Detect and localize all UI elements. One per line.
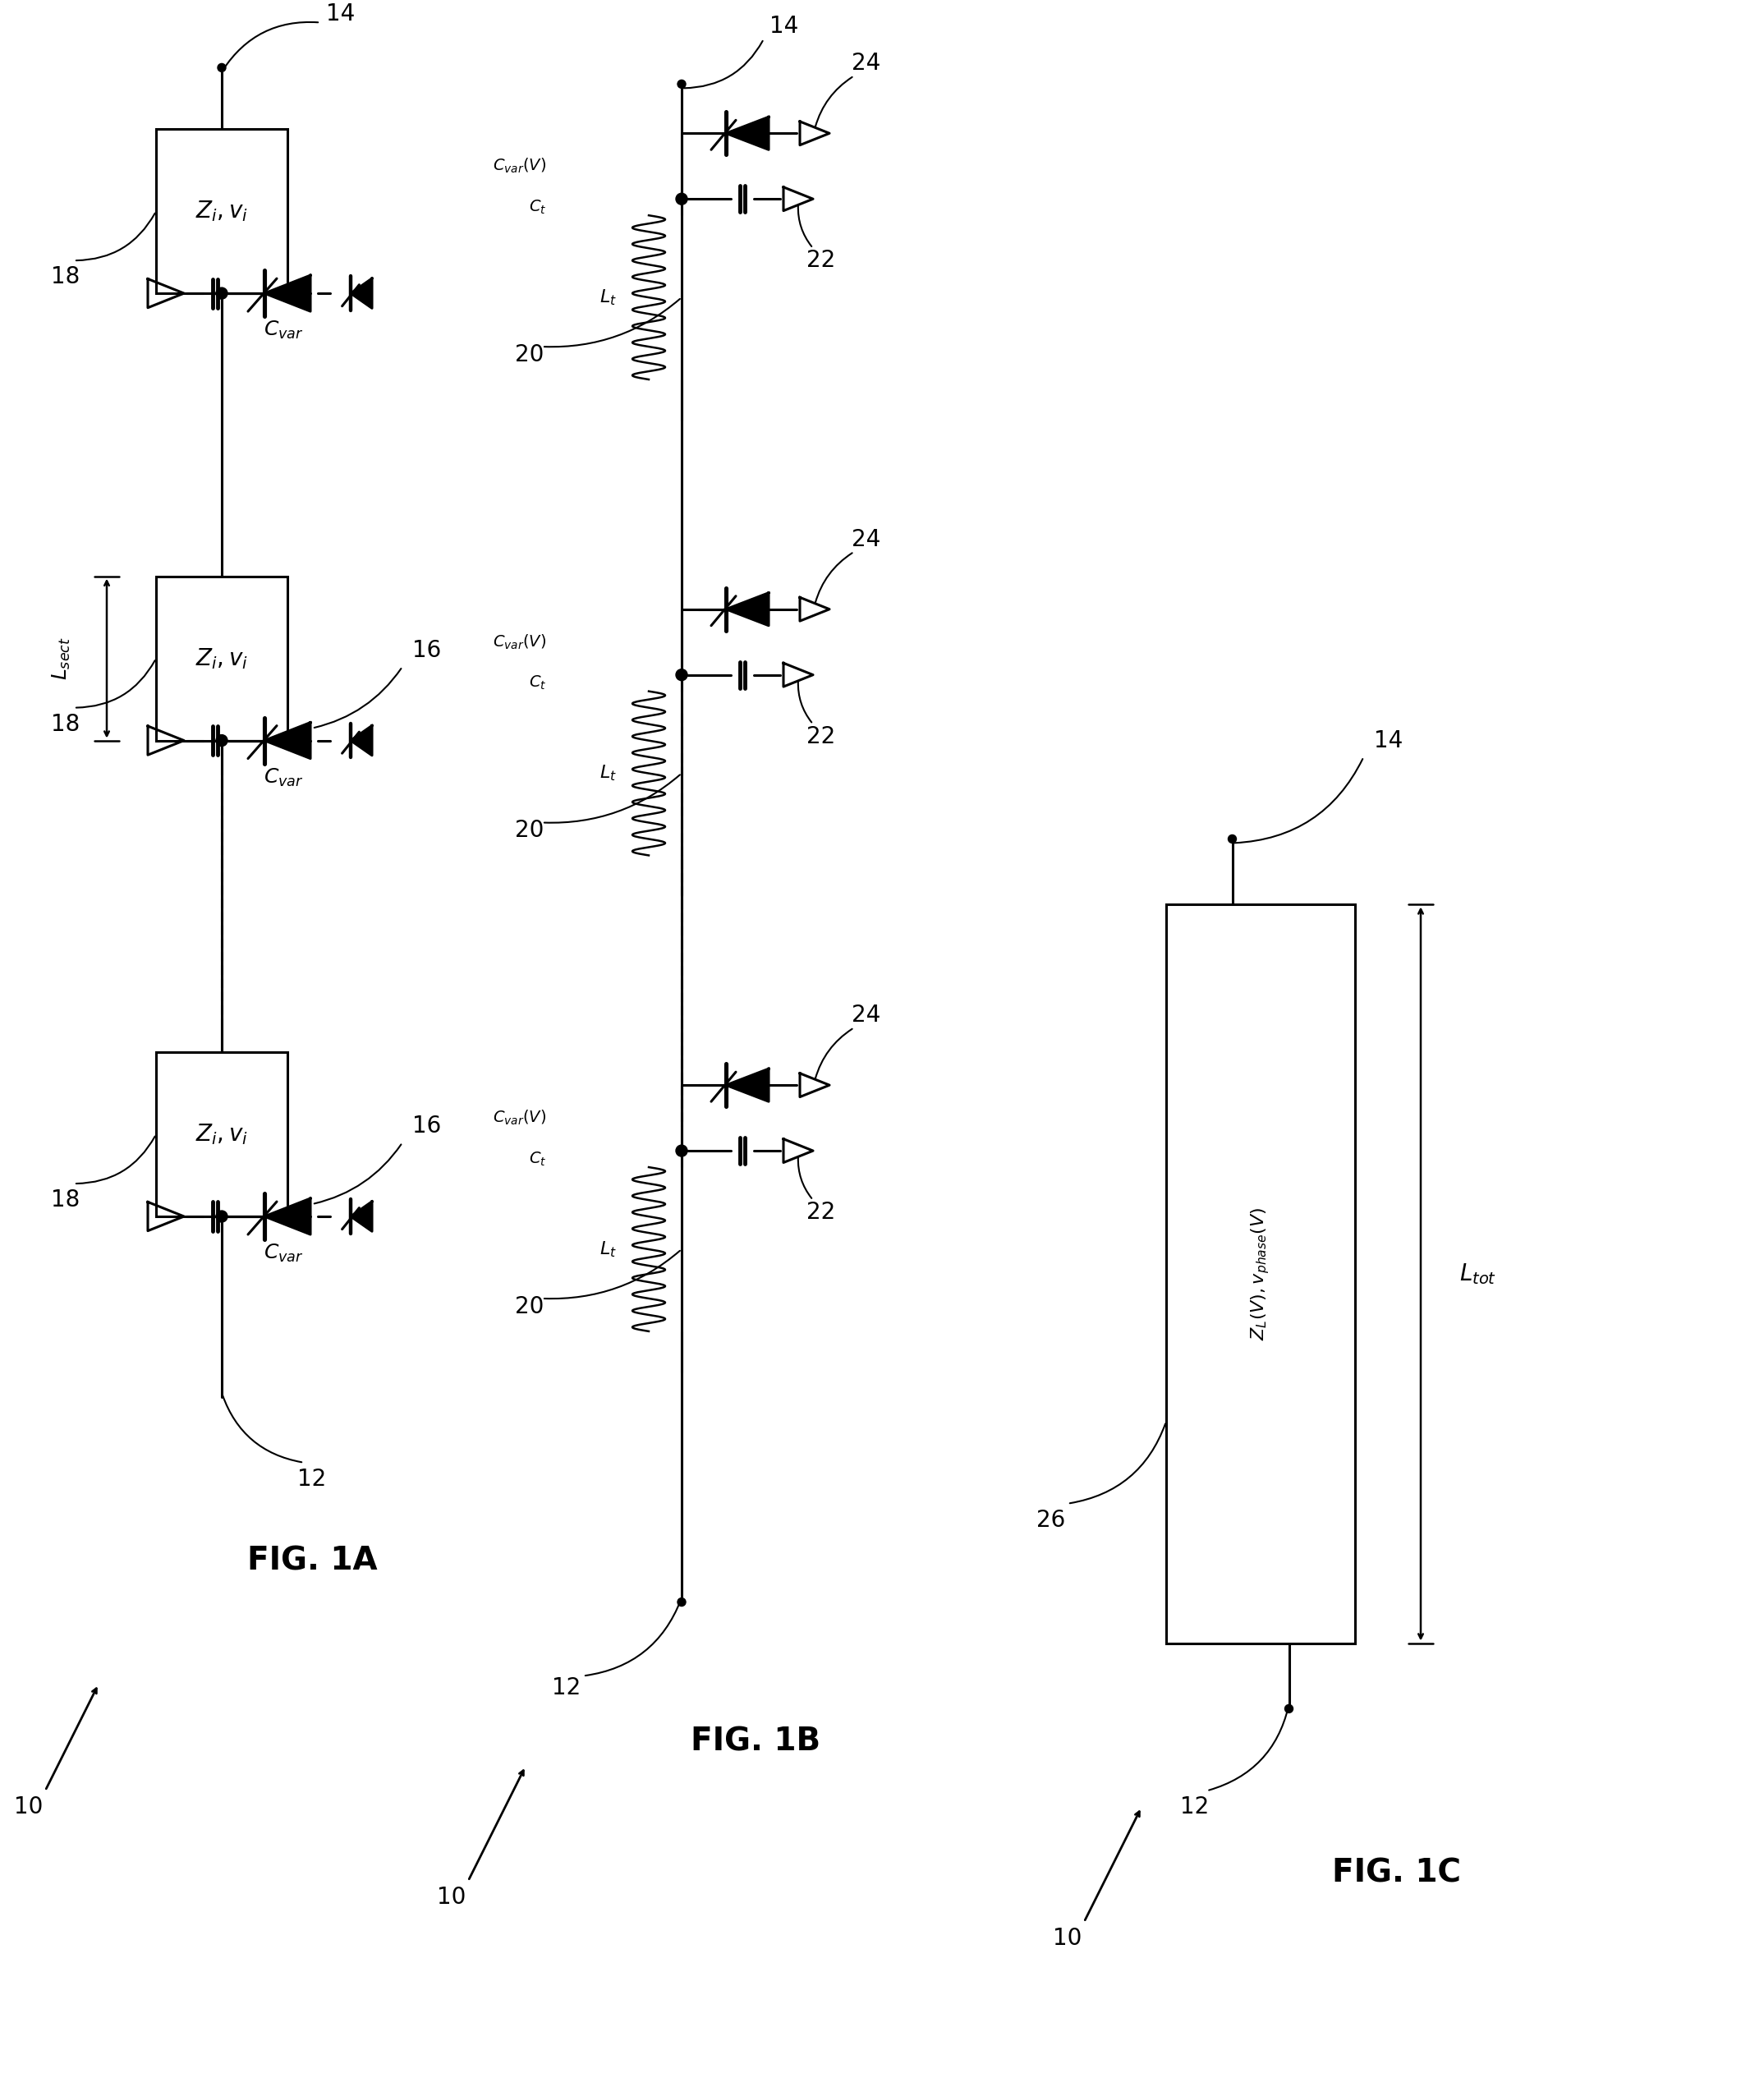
Circle shape: [215, 1210, 228, 1223]
Bar: [1166, 904, 1355, 1642]
Text: 10: 10: [437, 1887, 466, 1910]
Text: 14: 14: [769, 15, 799, 38]
Text: $Z_i, v_i$: $Z_i, v_i$: [196, 647, 249, 670]
Text: 14: 14: [326, 2, 355, 25]
Text: FIG. 1B: FIG. 1B: [690, 1726, 820, 1757]
Text: $L_t$: $L_t$: [600, 288, 616, 307]
Text: $L_t$: $L_t$: [600, 1240, 616, 1258]
Text: $L_{tot}$: $L_{tot}$: [1459, 1263, 1498, 1286]
Polygon shape: [727, 593, 769, 626]
Polygon shape: [265, 722, 310, 758]
Text: 20: 20: [515, 820, 545, 843]
Text: 24: 24: [852, 528, 880, 551]
Text: 22: 22: [806, 248, 836, 271]
Text: 20: 20: [515, 1296, 545, 1319]
Circle shape: [217, 63, 226, 71]
Bar: [155, 129, 288, 294]
Text: $C_{var}(V)$: $C_{var}(V)$: [492, 157, 547, 175]
Text: 10: 10: [1053, 1926, 1081, 1949]
Polygon shape: [265, 1198, 310, 1236]
Text: 26: 26: [1037, 1509, 1065, 1532]
Text: $Z_i, v_i$: $Z_i, v_i$: [196, 1123, 249, 1146]
Text: $C_t$: $C_t$: [529, 1150, 547, 1169]
Polygon shape: [351, 726, 372, 755]
Text: $C_{var}$: $C_{var}$: [263, 766, 303, 789]
Text: FIG. 1A: FIG. 1A: [247, 1546, 377, 1576]
Text: $C_{var}(V)$: $C_{var}(V)$: [492, 1108, 547, 1127]
Text: $C_t$: $C_t$: [529, 198, 547, 215]
Text: $Z_L(V), v_{phase}(V)$: $Z_L(V), v_{phase}(V)$: [1249, 1206, 1272, 1340]
Text: 12: 12: [298, 1467, 326, 1490]
Circle shape: [676, 194, 688, 205]
Circle shape: [677, 79, 686, 88]
Bar: [155, 576, 288, 741]
Text: 18: 18: [51, 1188, 79, 1210]
Polygon shape: [727, 1069, 769, 1102]
Text: 12: 12: [552, 1676, 580, 1699]
Circle shape: [1284, 1705, 1293, 1713]
Polygon shape: [351, 1202, 372, 1231]
Circle shape: [215, 288, 228, 298]
Text: 16: 16: [413, 639, 441, 662]
Text: 24: 24: [852, 52, 880, 75]
Text: $Z_i, v_i$: $Z_i, v_i$: [196, 198, 249, 223]
Text: $C_{var}(V)$: $C_{var}(V)$: [492, 632, 547, 651]
Text: 16: 16: [413, 1114, 441, 1137]
Text: $L_t$: $L_t$: [600, 764, 616, 783]
Text: 22: 22: [806, 1200, 836, 1223]
Text: 18: 18: [51, 712, 79, 735]
Text: 10: 10: [14, 1795, 44, 1818]
Text: $L_{sect}$: $L_{sect}$: [51, 637, 72, 680]
Circle shape: [215, 735, 228, 747]
Text: 14: 14: [1374, 728, 1402, 751]
Text: 18: 18: [51, 265, 79, 288]
Text: 24: 24: [852, 1004, 880, 1027]
Circle shape: [1228, 835, 1237, 843]
Text: 20: 20: [515, 344, 545, 367]
Circle shape: [676, 670, 688, 680]
Polygon shape: [265, 275, 310, 311]
Polygon shape: [727, 117, 769, 150]
Text: FIG. 1C: FIG. 1C: [1332, 1857, 1461, 1889]
Circle shape: [677, 1599, 686, 1607]
Polygon shape: [351, 278, 372, 309]
Text: 22: 22: [806, 724, 836, 747]
Text: $C_t$: $C_t$: [529, 674, 547, 691]
Text: $C_{var}$: $C_{var}$: [263, 319, 303, 340]
Text: $C_{var}$: $C_{var}$: [263, 1242, 303, 1265]
Text: 12: 12: [1180, 1795, 1208, 1818]
Circle shape: [676, 1146, 688, 1156]
Bar: [155, 1052, 288, 1217]
